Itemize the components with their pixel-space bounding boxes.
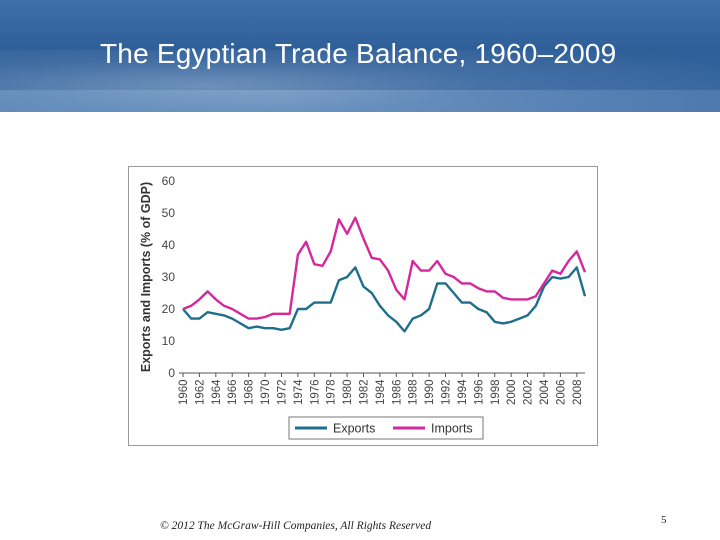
y-tick-label: 60 (162, 174, 176, 188)
series-line-exports (182, 266, 587, 333)
y-tick-label: 30 (162, 270, 176, 284)
x-tick-label: 1968 (244, 379, 256, 405)
x-tick-label: 1976 (309, 379, 321, 405)
y-axis-label: Exports and Imports (% of GDP) (139, 182, 153, 372)
x-axis-ticks: 1960 1962 1964 1966 1968 1970 1972 1974 1976 1978… (178, 373, 584, 405)
page-number: 5 (661, 514, 667, 526)
x-tick-label: 1994 (457, 379, 469, 405)
y-tick-label: 40 (162, 238, 176, 252)
x-tick-label: 2004 (539, 379, 551, 405)
legend-label-imports: Imports (431, 422, 473, 436)
x-tick-label: 1970 (260, 379, 272, 405)
y-axis-ticks: 0 10 20 30 40 50 60 (162, 174, 176, 380)
series-line-imports (182, 216, 587, 320)
x-tick-label: 1996 (473, 379, 485, 405)
x-tick-label: 1978 (326, 379, 338, 405)
chart-frame: Exports and Imports (% of GDP) 0 10 20 30 40… (128, 166, 598, 446)
copyright-footer: © 2012 The McGraw-Hill Companies, All Ri… (160, 520, 432, 532)
x-tick-label: 1966 (227, 379, 239, 405)
x-tick-label: 2006 (555, 379, 567, 405)
x-tick-label: 1984 (375, 379, 387, 405)
x-tick-label: 1990 (424, 379, 436, 405)
trade-balance-chart: Exports and Imports (% of GDP) 0 10 20 30 40… (139, 174, 587, 440)
x-tick-label: 1974 (293, 379, 305, 405)
x-tick-label: 1998 (490, 379, 502, 405)
x-tick-label: 1986 (391, 379, 403, 405)
title-banner: The Egyptian Trade Balance, 1960–2009 (0, 0, 720, 112)
legend-label-exports: Exports (333, 422, 375, 436)
y-tick-label: 10 (162, 334, 176, 348)
x-tick-label: 1982 (358, 379, 370, 405)
x-tick-label: 1992 (441, 379, 453, 405)
x-tick-label: 1964 (211, 379, 223, 405)
x-tick-label: 2008 (572, 379, 584, 405)
legend: Exports Imports (288, 416, 484, 440)
y-tick-label: 50 (162, 206, 176, 220)
x-tick-label: 1960 (178, 379, 190, 405)
slide-title: The Egyptian Trade Balance, 1960–2009 (100, 38, 617, 69)
x-tick-label: 1962 (194, 379, 206, 405)
series-lines (182, 216, 587, 333)
x-tick-label: 1972 (276, 379, 288, 405)
y-tick-label: 0 (168, 366, 175, 380)
x-tick-label: 1980 (342, 379, 354, 405)
legend-box (288, 416, 484, 440)
x-tick-label: 2002 (523, 379, 535, 405)
chart-axes: Exports and Imports (% of GDP) (139, 182, 585, 374)
x-tick-label: 1988 (408, 379, 420, 405)
x-tick-label: 2000 (506, 379, 518, 405)
y-tick-label: 20 (162, 302, 176, 316)
